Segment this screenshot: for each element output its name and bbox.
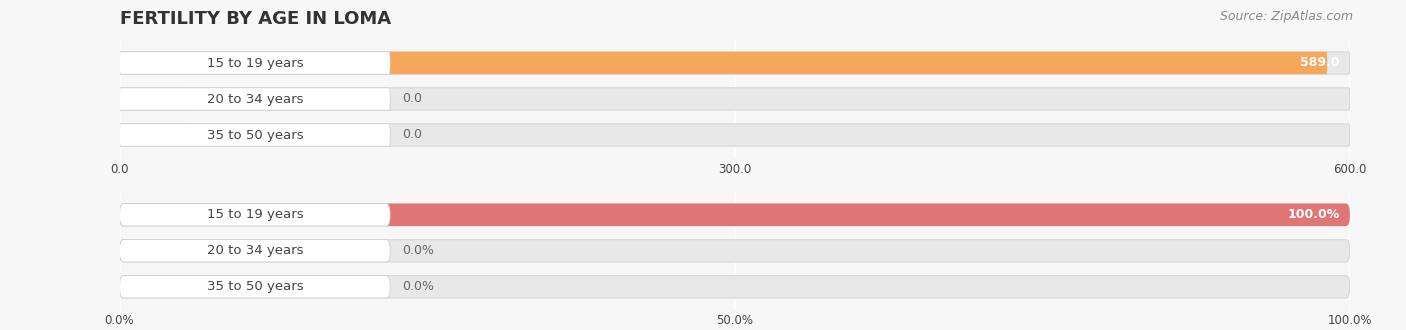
Text: 0.0: 0.0 [402, 92, 422, 106]
FancyBboxPatch shape [120, 276, 187, 298]
Text: 35 to 50 years: 35 to 50 years [207, 128, 304, 142]
FancyBboxPatch shape [120, 52, 1327, 74]
Text: Source: ZipAtlas.com: Source: ZipAtlas.com [1219, 10, 1353, 23]
FancyBboxPatch shape [120, 88, 1350, 110]
Text: 0.0%: 0.0% [402, 280, 434, 293]
Text: 0.0: 0.0 [402, 128, 422, 142]
FancyBboxPatch shape [120, 204, 1350, 226]
FancyBboxPatch shape [120, 240, 187, 262]
FancyBboxPatch shape [120, 124, 391, 146]
Text: 0.0%: 0.0% [402, 244, 434, 257]
Text: 35 to 50 years: 35 to 50 years [207, 280, 304, 293]
FancyBboxPatch shape [120, 240, 391, 262]
Text: 15 to 19 years: 15 to 19 years [207, 56, 304, 70]
FancyBboxPatch shape [120, 124, 187, 146]
Text: 15 to 19 years: 15 to 19 years [207, 208, 304, 221]
Text: 100.0%: 100.0% [1288, 208, 1340, 221]
Text: FERTILITY BY AGE IN LOMA: FERTILITY BY AGE IN LOMA [120, 10, 391, 28]
Text: 20 to 34 years: 20 to 34 years [207, 92, 304, 106]
FancyBboxPatch shape [120, 88, 391, 110]
Text: 589.0: 589.0 [1301, 56, 1340, 70]
FancyBboxPatch shape [120, 52, 391, 74]
FancyBboxPatch shape [120, 52, 1350, 74]
Text: 20 to 34 years: 20 to 34 years [207, 244, 304, 257]
FancyBboxPatch shape [120, 88, 187, 110]
FancyBboxPatch shape [120, 204, 1350, 226]
FancyBboxPatch shape [120, 276, 391, 298]
FancyBboxPatch shape [120, 204, 391, 226]
FancyBboxPatch shape [120, 124, 1350, 146]
FancyBboxPatch shape [120, 276, 1350, 298]
FancyBboxPatch shape [120, 240, 1350, 262]
